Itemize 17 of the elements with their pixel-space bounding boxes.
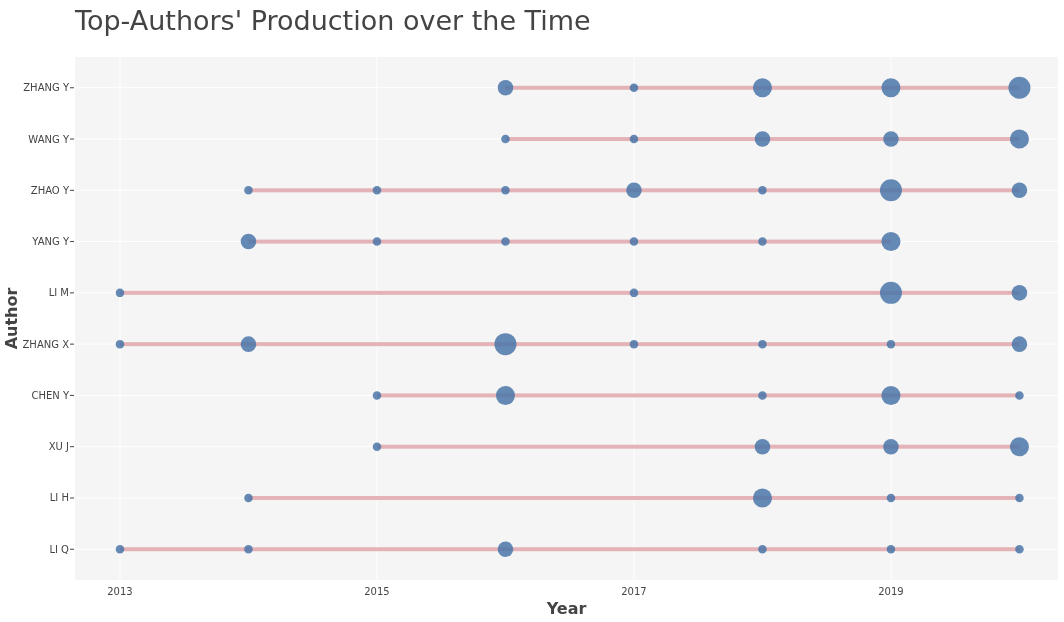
y-tick-label: YANG Y [31,236,70,248]
y-tick-label: LI Q [49,543,70,555]
x-tick-label: 2015 [364,586,390,597]
chart-title: Top-Authors' Production over the Time [74,5,591,36]
y-tick-label: ZHANG X [22,338,70,350]
y-tick-label: ZHAO Y [30,184,70,196]
y-tick-label: XU J [48,441,69,453]
x-tick-label: 2013 [107,586,133,597]
y-tick-label: CHEN Y [31,389,70,401]
x-axis-title: Year [545,599,587,618]
x-tick-label: 2017 [621,586,647,597]
y-tick-label: WANG Y [28,133,70,145]
y-tick-label: ZHANG Y [23,82,70,94]
y-axis-title: Author [2,287,21,350]
x-tick-label: 2019 [878,586,904,597]
y-tick-label: LI M [48,287,69,299]
y-tick-label: LI H [49,492,69,504]
